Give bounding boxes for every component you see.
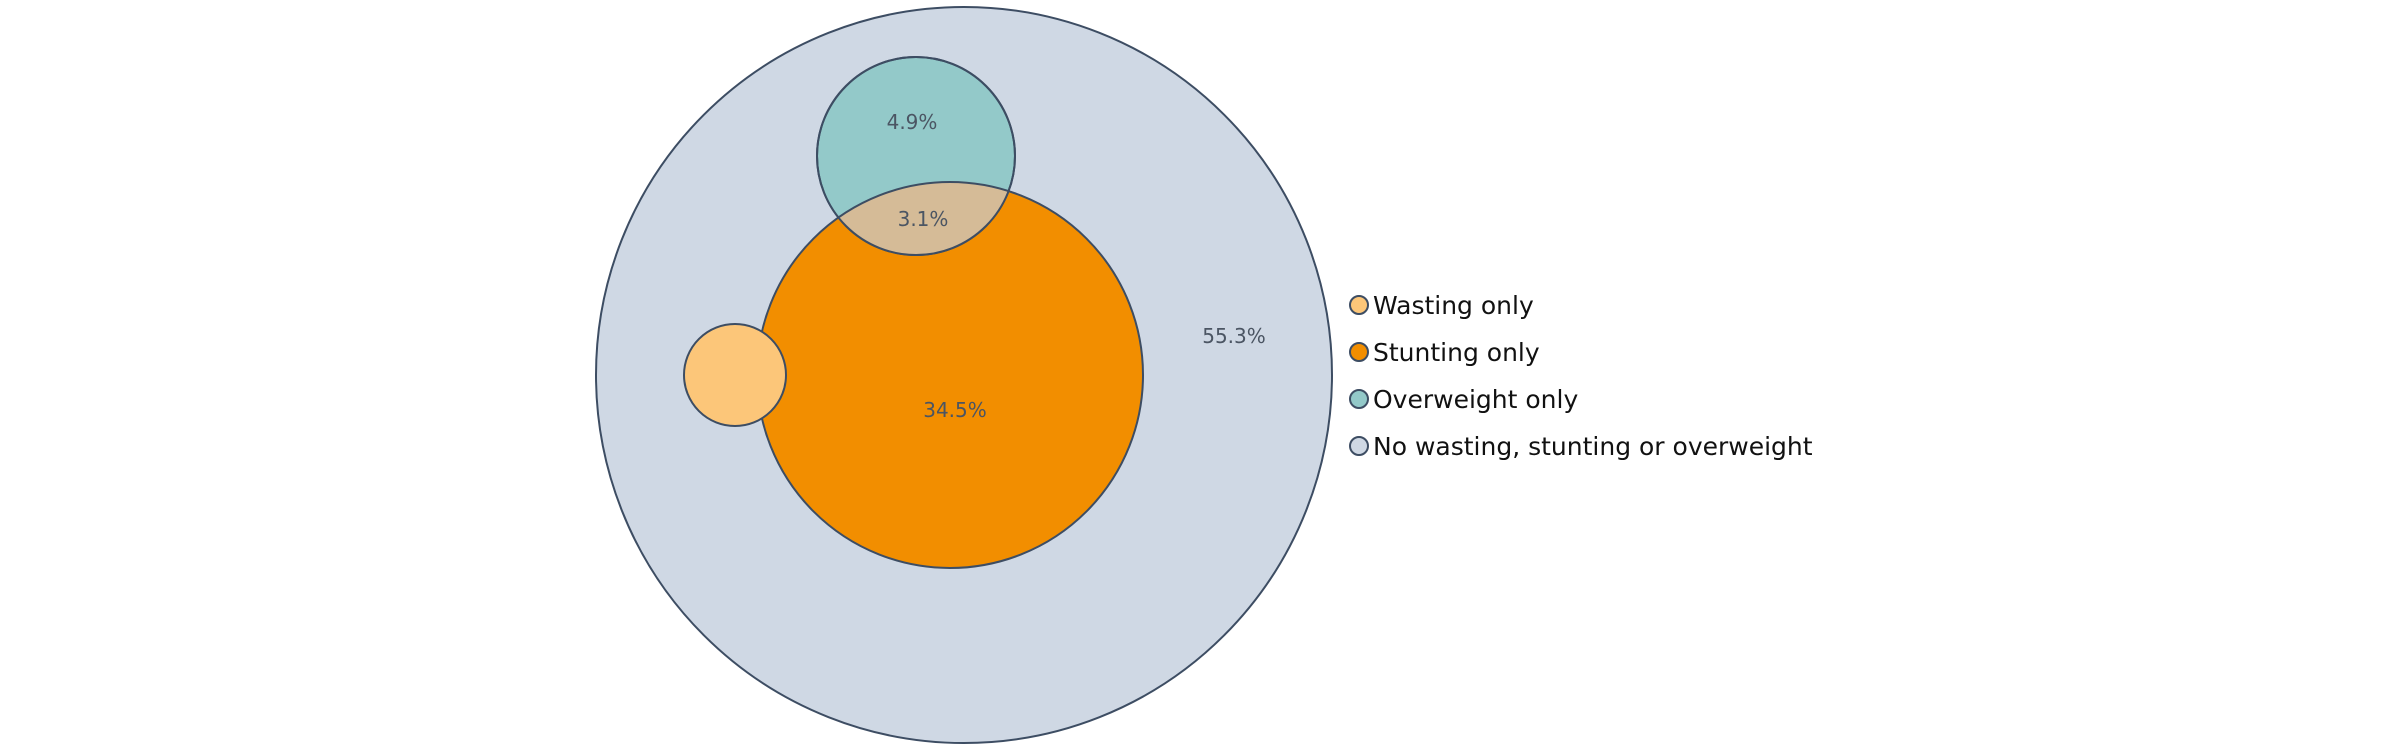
- legend-swatch-wasting: [1349, 295, 1369, 315]
- legend-item-overweight: Overweight only: [1349, 385, 1578, 414]
- legend-label-overweight: Overweight only: [1373, 385, 1578, 414]
- legend: Wasting only Stunting only Overweight on…: [1349, 291, 1813, 461]
- legend-item-wasting: Wasting only: [1349, 291, 1534, 320]
- label-none: 55.3%: [1202, 324, 1266, 348]
- legend-item-none: No wasting, stunting or overweight: [1349, 432, 1813, 461]
- label-stunting-overweight: 3.1%: [898, 207, 949, 231]
- legend-swatch-overweight: [1349, 389, 1369, 409]
- legend-swatch-stunting: [1349, 342, 1369, 362]
- legend-label-none: No wasting, stunting or overweight: [1373, 432, 1813, 461]
- wasting-circle: [683, 323, 787, 427]
- label-overweight: 4.9%: [887, 110, 938, 134]
- legend-label-wasting: Wasting only: [1373, 291, 1534, 320]
- legend-swatch-none: [1349, 436, 1369, 456]
- overweight-outline: [816, 56, 1016, 256]
- legend-label-stunting: Stunting only: [1373, 338, 1540, 367]
- label-stunting: 34.5%: [923, 398, 987, 422]
- stunting-outline: [817, 181, 1015, 255]
- legend-item-stunting: Stunting only: [1349, 338, 1540, 367]
